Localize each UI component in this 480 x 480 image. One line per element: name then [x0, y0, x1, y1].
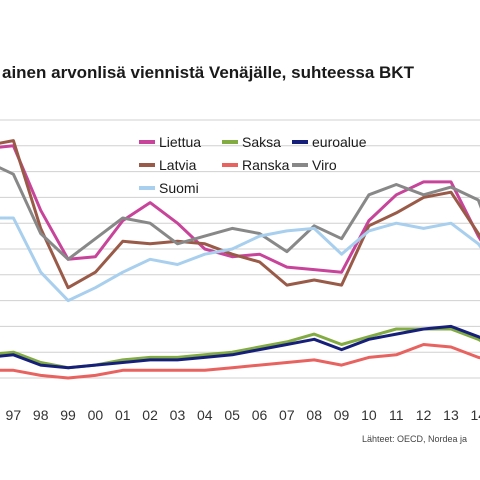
- x-tick-label: 99: [60, 407, 76, 423]
- legend-label-suomi: Suomi: [159, 180, 199, 196]
- legend-label-viro: Viro: [312, 157, 337, 173]
- x-tick-label: 05: [224, 407, 240, 423]
- x-axis-ticks: 9798990001020304050607080910111213141516…: [6, 407, 480, 423]
- x-tick-label: 01: [115, 407, 131, 423]
- x-tick-label: 97: [6, 407, 22, 423]
- legend-label-euroalue: euroalue: [312, 134, 367, 150]
- x-tick-label: 98: [33, 407, 49, 423]
- x-tick-label: 12: [416, 407, 432, 423]
- x-tick-label: 11: [389, 407, 404, 423]
- x-tick-label: 07: [279, 407, 295, 423]
- x-tick-label: 08: [306, 407, 322, 423]
- x-tick-label: 06: [252, 407, 268, 423]
- x-tick-label: 03: [170, 407, 186, 423]
- legend-label-latvia: Latvia: [159, 157, 197, 173]
- x-tick-label: 10: [361, 407, 377, 423]
- series-line-liettua: [0, 144, 480, 274]
- legend-label-ranska: Ranska: [242, 157, 290, 173]
- series-line-euroalue: [0, 324, 480, 370]
- x-tick-label: 13: [443, 407, 459, 423]
- x-tick-label: 09: [334, 407, 350, 423]
- series-line-ranska: [0, 343, 480, 380]
- legend-label-liettua: Liettua: [159, 134, 201, 150]
- gridlines: [0, 119, 480, 379]
- source-note: Lähteet: OECD, Nordea ja: [362, 434, 467, 444]
- x-tick-label: 02: [142, 407, 158, 423]
- x-tick-label: 00: [88, 407, 104, 423]
- chart-title: ainen arvonlisä viennistä Venäjälle, suh…: [2, 63, 415, 82]
- series-line-latvia: [0, 139, 480, 290]
- series-line-saksa: [0, 327, 480, 370]
- x-tick-label: 14: [471, 407, 480, 423]
- series-line-suomi: [0, 216, 480, 303]
- legend-label-saksa: Saksa: [242, 134, 281, 150]
- series-line-viro: [0, 166, 480, 261]
- series-layer: [0, 139, 480, 380]
- x-tick-label: 04: [197, 407, 213, 423]
- legend: Liettua Saksa euroalue Latvia Ranska Viro Suom…: [139, 134, 367, 196]
